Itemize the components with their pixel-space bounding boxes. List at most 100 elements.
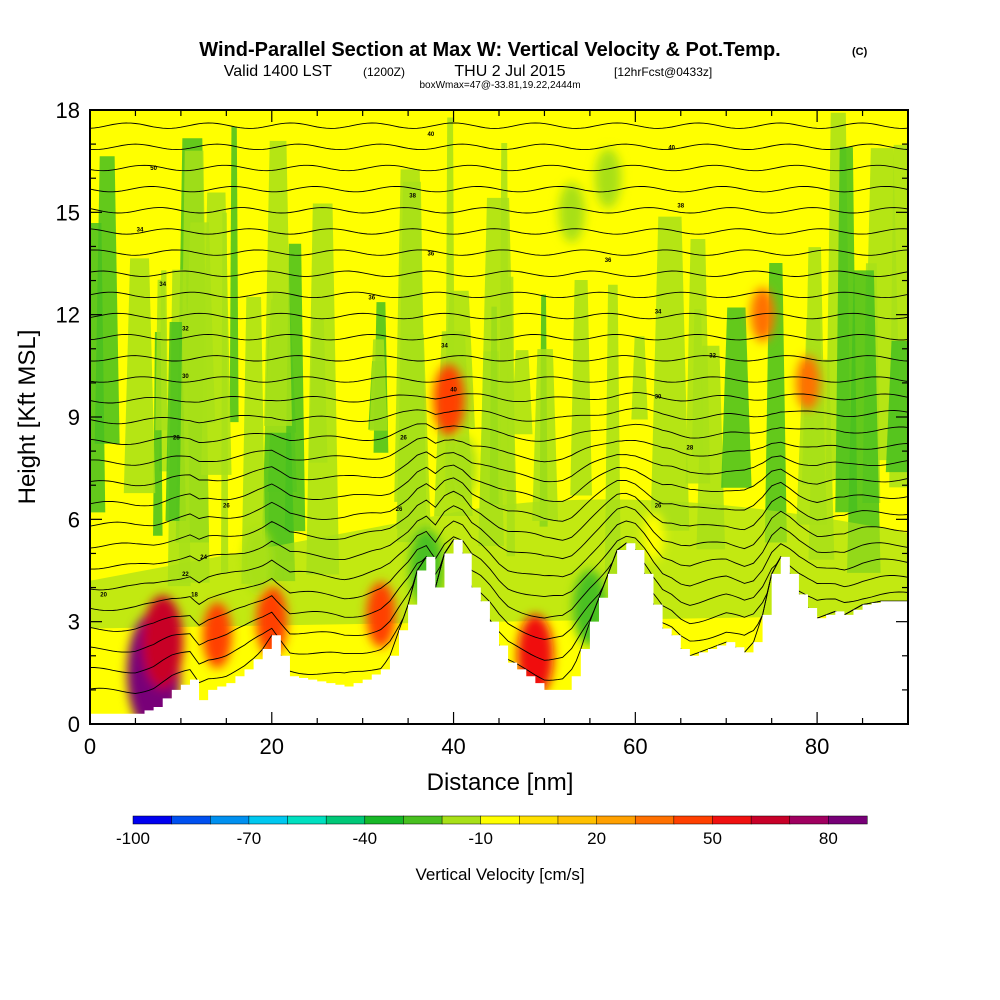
- isentrope-line: [90, 464, 908, 507]
- colorbar-tick-label: -10: [468, 829, 493, 848]
- colorbar-swatch: [403, 815, 443, 825]
- isentrope-label: 40: [450, 388, 457, 394]
- isentrope-label: 38: [677, 204, 684, 210]
- velocity-core: [448, 435, 477, 501]
- isentrope-line: [90, 291, 908, 299]
- plume-streak: [396, 334, 431, 529]
- isentrope-label: 32: [709, 354, 716, 360]
- isentrope-label: 26: [223, 504, 230, 510]
- isentrope-line: [90, 185, 908, 193]
- chart-title: Wind-Parallel Section at Max W: Vertical…: [199, 39, 780, 61]
- isentrope-label: 40: [668, 146, 675, 152]
- colorbar-swatch: [364, 815, 404, 825]
- plume-streak: [479, 197, 517, 510]
- velocity-core: [243, 527, 273, 594]
- plume-streak: [631, 336, 648, 420]
- isentrope-line: [90, 164, 908, 172]
- x-tick-label: 40: [441, 734, 465, 759]
- isentrope-line: [90, 451, 908, 487]
- x-tick-label: 0: [84, 734, 96, 759]
- colorbar-tick-label: 50: [703, 829, 722, 848]
- x-tick-label: 80: [805, 734, 829, 759]
- velocity-core: [750, 287, 775, 342]
- isentrope-line: [90, 392, 908, 404]
- colorbar: [132, 815, 868, 825]
- isentrope-line: [90, 122, 908, 129]
- isentrope-label: 34: [159, 282, 166, 288]
- subtitle-valid: Valid 1400 LST: [224, 63, 332, 80]
- colorbar-label: Vertical Velocity [cm/s]: [415, 865, 584, 884]
- plume-streak: [241, 296, 266, 584]
- isentrope-label: 36: [368, 296, 375, 302]
- isentrope-label: 30: [655, 395, 662, 401]
- terrain-mask: [90, 539, 908, 724]
- plume-streak: [220, 212, 229, 573]
- subtitle-date: THU 2 Jul 2015: [454, 63, 565, 80]
- x-tick-label: 20: [260, 734, 284, 759]
- plume-streak: [184, 222, 216, 424]
- colorbar-tick-label: -70: [237, 829, 262, 848]
- plume-streak: [229, 126, 239, 423]
- colorbar-tick-label: 20: [587, 829, 606, 848]
- isentrope-label: 18: [191, 592, 198, 598]
- isentrope-label: 26: [400, 435, 407, 441]
- isentrope-label: 24: [200, 555, 207, 561]
- y-tick-label: 18: [56, 98, 80, 123]
- plume-streak: [123, 258, 156, 494]
- plume-streak: [369, 339, 388, 431]
- y-tick-label: 0: [68, 712, 80, 737]
- isentrope-label: 30: [182, 374, 189, 380]
- isentrope-label: 36: [427, 251, 434, 257]
- isentrope-label: 28: [687, 446, 694, 452]
- colorbar-ticks: -100 -70 -40 -10 20 50 80: [116, 829, 838, 848]
- colorbar-tick-label: -100: [116, 829, 150, 848]
- plume-streak: [835, 147, 858, 513]
- plume-streak: [155, 279, 168, 431]
- velocity-core: [366, 582, 396, 648]
- isentrope-line: [90, 538, 908, 632]
- plume-streak: [532, 349, 559, 521]
- isentrope-line: [90, 520, 908, 591]
- colorbar-swatch: [519, 815, 559, 825]
- isentrope-label: 22: [182, 572, 189, 578]
- y-axis-label: Height [Kft MSL]: [14, 330, 41, 505]
- y-tick-label: 6: [68, 507, 80, 532]
- x-axis: 0 20 40 60 80: [84, 110, 909, 759]
- isentrope-label: 32: [182, 326, 189, 332]
- isentrope-line: [90, 249, 908, 256]
- isentrope-label: 20: [100, 592, 107, 598]
- velocity-core: [594, 148, 622, 209]
- isentrope-line: [90, 376, 908, 383]
- isentrope-label: 34: [441, 343, 448, 349]
- velocity-core: [433, 364, 465, 436]
- box-info: boxWmax=47@-33.81,19.22,2444m: [419, 80, 580, 91]
- isentrope-line: [90, 312, 908, 320]
- title-mark: (C): [852, 46, 868, 58]
- plume-streak: [506, 276, 516, 557]
- colorbar-swatch: [712, 815, 752, 825]
- isentrope-line: [90, 505, 908, 570]
- isentrope-label: 34: [655, 309, 662, 315]
- colorbar-swatch: [828, 815, 868, 825]
- colorbar-swatch: [171, 815, 211, 825]
- isentrope-line: [90, 538, 908, 653]
- y-tick-label: 15: [56, 200, 80, 225]
- colorbar-tick-label: -40: [353, 829, 378, 848]
- isentrope-label: 38: [409, 193, 416, 199]
- colorbar-swatch: [750, 815, 791, 825]
- isentrope-line: [90, 228, 908, 235]
- isentrope-label: 26: [655, 504, 662, 510]
- x-axis-label: Distance [nm]: [427, 769, 574, 796]
- y-tick-label: 12: [56, 303, 80, 328]
- isentrope-line: [90, 355, 908, 362]
- plume-streak: [308, 319, 328, 463]
- isentrope-labels: 50 34 34 32 30 28 26 24 22 18 20 40 38 36 36 34 40 26 26 40…: [100, 132, 716, 599]
- isentrope-line: [90, 270, 908, 277]
- y-tick-label: 3: [68, 610, 80, 635]
- isentrope-label: 28: [173, 435, 180, 441]
- isentrope-line: [90, 436, 908, 466]
- colorbar-swatch: [673, 815, 714, 825]
- isentrope-label: 36: [605, 258, 612, 264]
